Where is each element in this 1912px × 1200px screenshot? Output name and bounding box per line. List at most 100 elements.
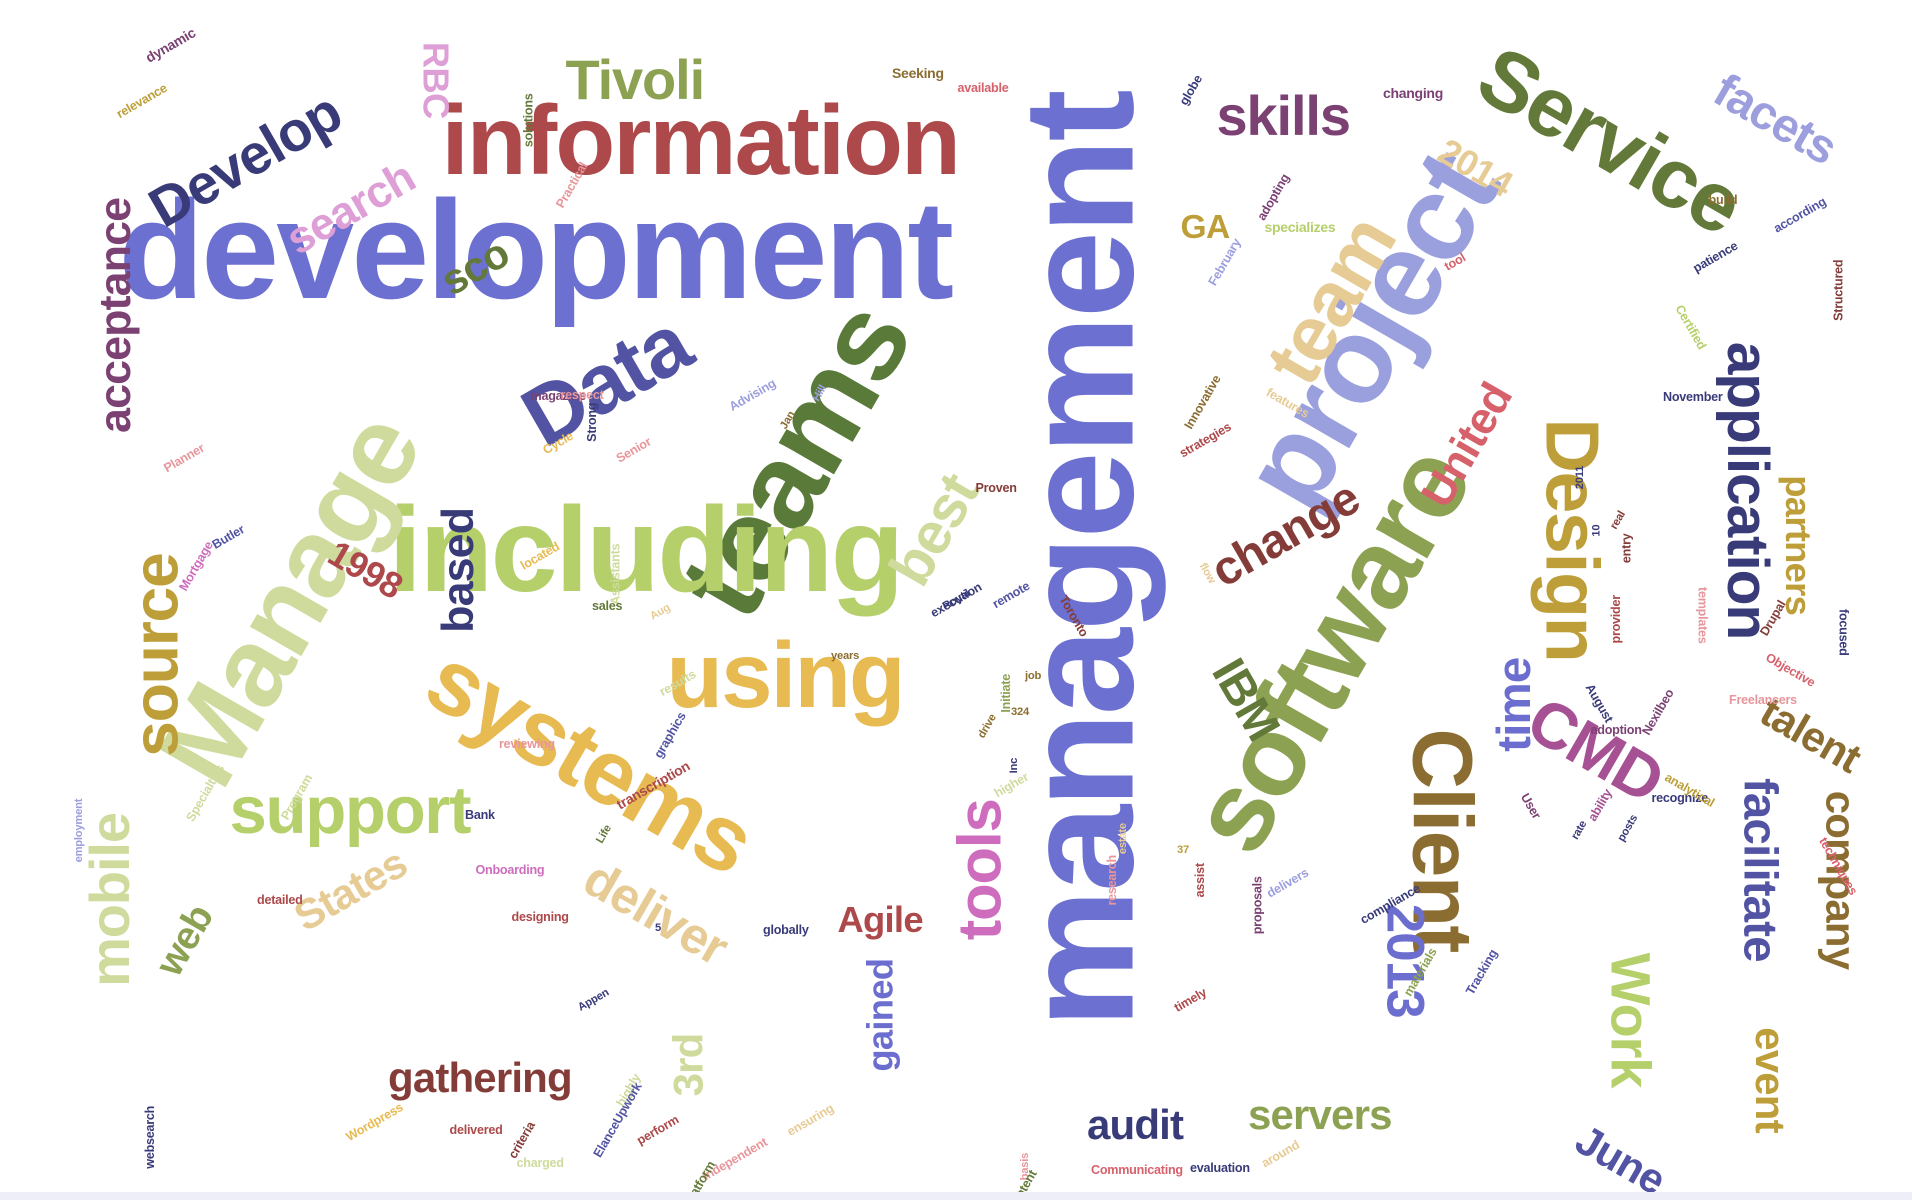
bottom-strip: [0, 1192, 1912, 1200]
cloud-word-138: research: [1104, 854, 1119, 906]
cloud-word-140: proposals: [1250, 875, 1265, 934]
cloud-word-161: evaluation: [1190, 1160, 1250, 1175]
cloud-word-62: changing: [1383, 85, 1443, 101]
cloud-word-73: Innovative: [1181, 372, 1224, 432]
cloud-word-56: dynamic: [142, 24, 198, 66]
cloud-word-102: focused: [1836, 608, 1851, 656]
cloud-word-111: rate: [1569, 818, 1590, 842]
cloud-word-91: sales: [592, 598, 623, 613]
cloud-word-135: globally: [763, 922, 809, 937]
cloud-word-54: GA: [1180, 209, 1231, 246]
cloud-word-70: Structured: [1830, 259, 1845, 321]
cloud-word-4: including: [388, 482, 905, 617]
cloud-word-162: around: [1258, 1137, 1302, 1170]
cloud-word-136: estate: [1116, 822, 1129, 854]
cloud-word-130: Life: [593, 822, 614, 846]
cloud-word-24: skills: [1216, 84, 1352, 147]
cloud-word-160: Communicating: [1091, 1162, 1183, 1177]
cloud-word-64: adopting: [1253, 170, 1292, 223]
cloud-word-110: ability: [1584, 786, 1615, 824]
cloud-word-28: facilitate: [1733, 778, 1787, 962]
cloud-word-157: ensuring: [784, 1100, 836, 1139]
cloud-word-104: Freelancers: [1729, 692, 1797, 707]
cloud-word-118: 324: [1011, 705, 1029, 718]
cloud-word-83: Senior: [613, 434, 654, 466]
cloud-word-40: audit: [1087, 1101, 1184, 1148]
cloud-word-100: templates: [1695, 586, 1710, 644]
cloud-word-72: November: [1663, 389, 1723, 404]
cloud-word-154: charged: [516, 1155, 564, 1170]
cloud-word-131: Onboarding: [475, 862, 545, 877]
cloud-word-51: gained: [858, 958, 900, 1072]
cloud-word-49: Agile: [837, 899, 924, 940]
cloud-word-53: RBC: [415, 41, 457, 119]
cloud-word-89: Assistants: [607, 543, 622, 605]
cloud-word-80: Strong: [584, 402, 599, 442]
cloud-word-15: support: [229, 772, 472, 848]
cloud-word-129: Bank: [465, 807, 495, 822]
cloud-word-149: perform: [634, 1112, 682, 1148]
cloud-word-108: posts: [1614, 812, 1640, 844]
cloud-word-23: Tivoli: [565, 48, 706, 111]
cloud-word-67: build: [1708, 192, 1738, 207]
cloud-word-106: Nexilbeo: [1639, 686, 1677, 738]
cloud-word-1: development: [118, 171, 955, 328]
cloud-word-45: partners: [1778, 475, 1820, 616]
cloud-word-146: Appen: [575, 985, 612, 1014]
cloud-word-79: respect: [560, 387, 604, 402]
cloud-word-82: Planner: [161, 440, 207, 475]
cloud-word-48: web: [147, 897, 222, 983]
cloud-word-150: criteria: [505, 1118, 538, 1161]
cloud-word-47: 3rd: [663, 1033, 711, 1097]
cloud-word-97: 10: [1590, 524, 1603, 537]
cloud-word-78: magazine: [530, 388, 587, 403]
cloud-word-109: User: [1517, 790, 1544, 821]
cloud-word-35: based: [432, 507, 483, 633]
cloud-word-112: recognize: [1651, 790, 1709, 805]
cloud-word-42: States: [285, 838, 414, 941]
cloud-word-144: Tracking: [1463, 946, 1501, 997]
cloud-word-0: management: [991, 91, 1167, 1028]
cloud-word-18: tools: [945, 799, 1015, 941]
cloud-word-103: Objective: [1763, 649, 1818, 690]
cloud-word-115: years: [831, 649, 860, 662]
cloud-word-14: Design: [1528, 418, 1613, 662]
cloud-word-55: Seeking: [892, 65, 944, 81]
cloud-word-9: using: [666, 623, 906, 727]
cloud-word-125: reviewing: [499, 736, 555, 751]
cloud-word-151: websearch: [142, 1105, 157, 1169]
cloud-word-86: Proven: [975, 480, 1017, 495]
cloud-word-153: delivered: [449, 1122, 503, 1137]
cloud-word-139: assist: [1192, 862, 1207, 897]
cloud-word-59: solutions: [521, 92, 536, 147]
cloud-word-34: United: [1411, 374, 1522, 516]
cloud-word-37: gathering: [388, 1054, 573, 1101]
cloud-word-69: according: [1771, 193, 1829, 236]
cloud-word-30: time: [1488, 657, 1542, 752]
cloud-word-58: available: [957, 80, 1009, 95]
cloud-word-43: June: [1567, 1115, 1673, 1200]
cloud-word-107: adoption: [1590, 722, 1642, 737]
cloud-word-21: mobile: [77, 813, 141, 987]
cloud-word-32: acceptance: [89, 197, 140, 433]
cloud-word-145: timely: [1171, 984, 1209, 1015]
cloud-word-137: 37: [1177, 843, 1189, 856]
cloud-word-26: Work: [1598, 952, 1662, 1088]
cloud-word-63: specializes: [1264, 219, 1336, 235]
cloud-word-133: designing: [511, 909, 569, 924]
cloud-word-120: Inc: [1008, 757, 1021, 773]
cloud-word-134: 5: [655, 921, 661, 934]
cloud-word-95: entry: [1619, 533, 1634, 563]
cloud-word-132: detailed: [257, 892, 303, 907]
cloud-word-117: job: [1025, 669, 1042, 682]
cloud-word-19: application: [1714, 341, 1780, 639]
cloud-word-128: employment: [73, 798, 86, 862]
cloud-word-7: information: [441, 85, 961, 195]
cloud-word-99: provider: [1608, 594, 1623, 643]
cloud-word-57: relevance: [114, 80, 170, 121]
cloud-word-44: event: [1746, 1027, 1794, 1133]
cloud-word-71: Certified: [1671, 302, 1709, 352]
cloud-word-85: 2011: [1573, 465, 1586, 489]
cloud-word-61: globe: [1176, 72, 1206, 108]
